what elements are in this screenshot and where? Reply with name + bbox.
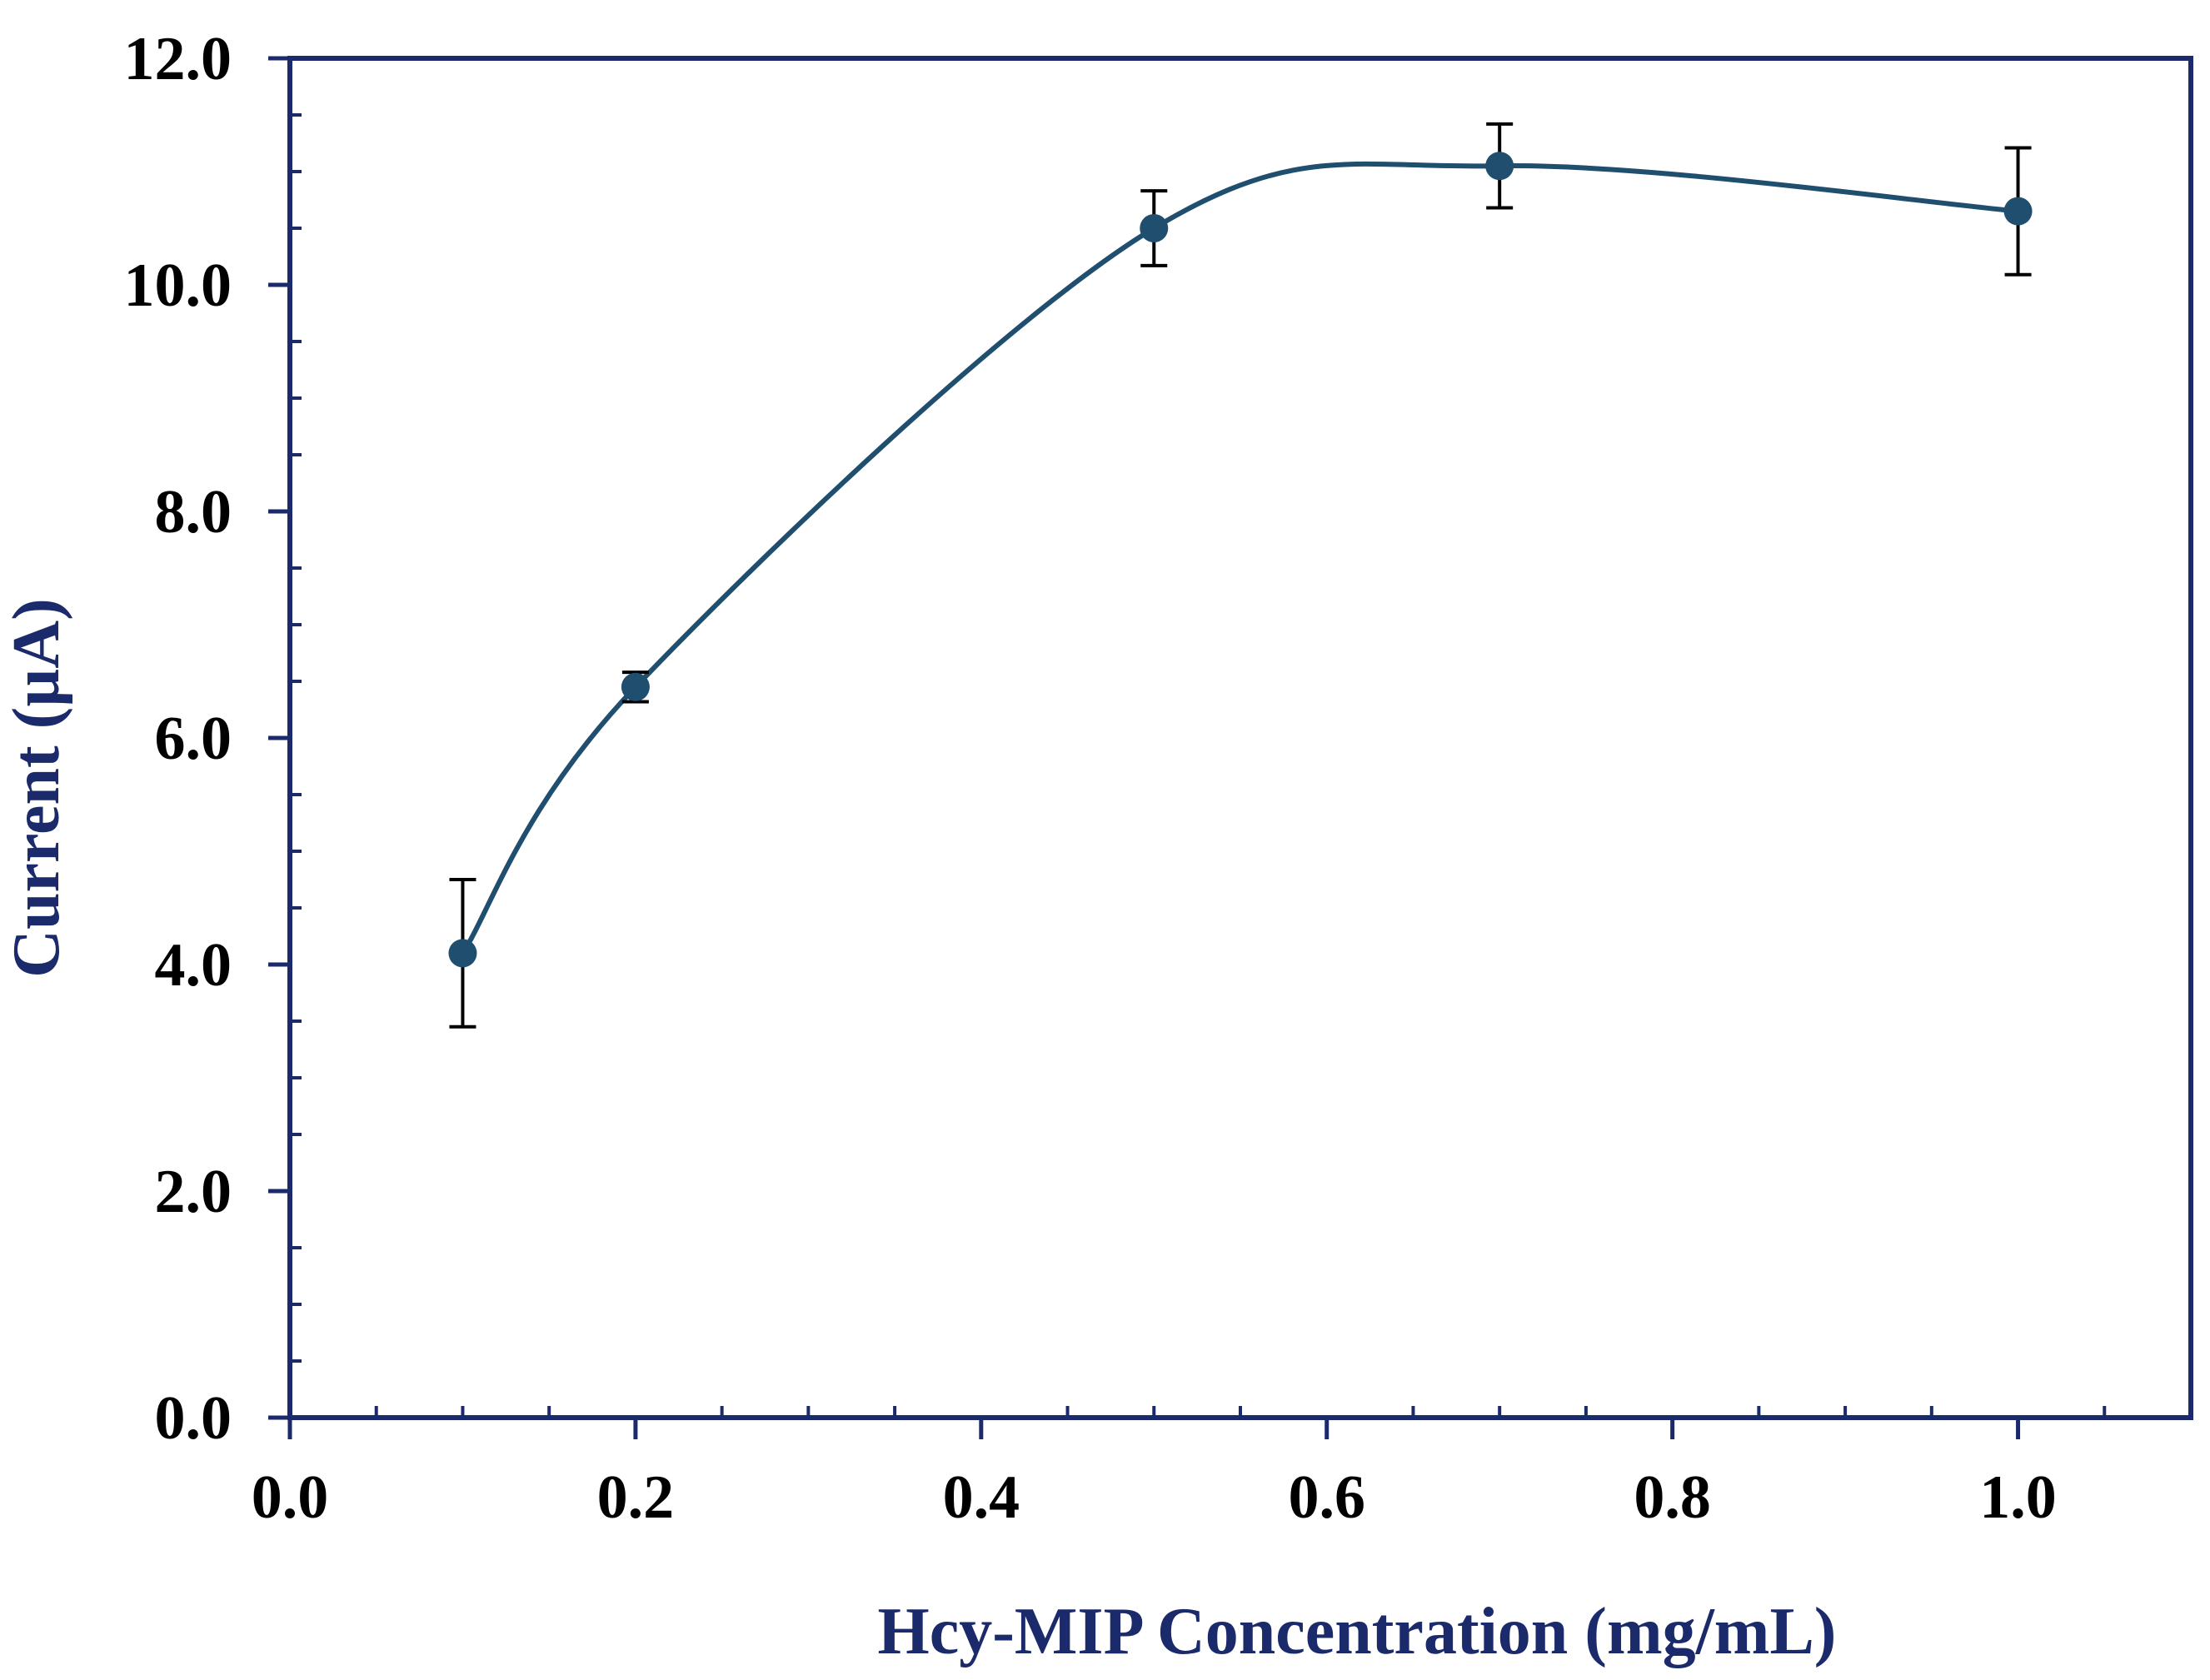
x-tick-labels: 0.0 0.2 0.4 0.6 0.8 1.0 [252,1463,2057,1532]
x-tick-label: 0.8 [1634,1463,1711,1532]
error-bars [449,122,2032,1029]
x-tick-label: 1.0 [1979,1463,2057,1532]
data-point [621,672,650,701]
y-axis-title: Current (µA) [0,598,73,978]
data-point [1140,214,1169,242]
y-tick-label: 8.0 [155,478,232,546]
x-tick-label: 0.2 [597,1463,675,1532]
y-tick-label: 12.0 [124,25,232,93]
series-layer [460,161,2021,956]
plot-area-border [287,56,2193,1420]
minor-ticks [290,113,2193,1418]
y-tick-label: 10.0 [124,252,232,320]
y-tick-labels: 0.0 2.0 4.0 6.0 8.0 10.0 12.0 [124,25,232,1453]
y-tick-label: 6.0 [155,705,232,773]
major-ticks [268,56,2021,1439]
data-point [2003,197,2033,226]
y-tick-label: 4.0 [155,931,232,1000]
data-point [448,939,477,968]
plot-frame [287,56,2193,1420]
x-tick-label: 0.6 [1288,1463,1365,1532]
series-line [460,161,2021,956]
data-point [1485,152,1514,181]
x-axis-title: Hcy-MIP Concentration (mg/mL) [878,1595,1837,1668]
x-tick-label: 0.4 [943,1463,1020,1532]
y-tick-label: 0.0 [155,1384,232,1453]
data-points [448,152,2033,968]
y-tick-label: 2.0 [155,1158,232,1226]
x-tick-label: 0.0 [252,1463,329,1532]
